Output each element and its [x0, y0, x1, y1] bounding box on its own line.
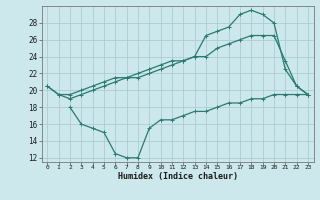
X-axis label: Humidex (Indice chaleur): Humidex (Indice chaleur) — [118, 172, 237, 181]
